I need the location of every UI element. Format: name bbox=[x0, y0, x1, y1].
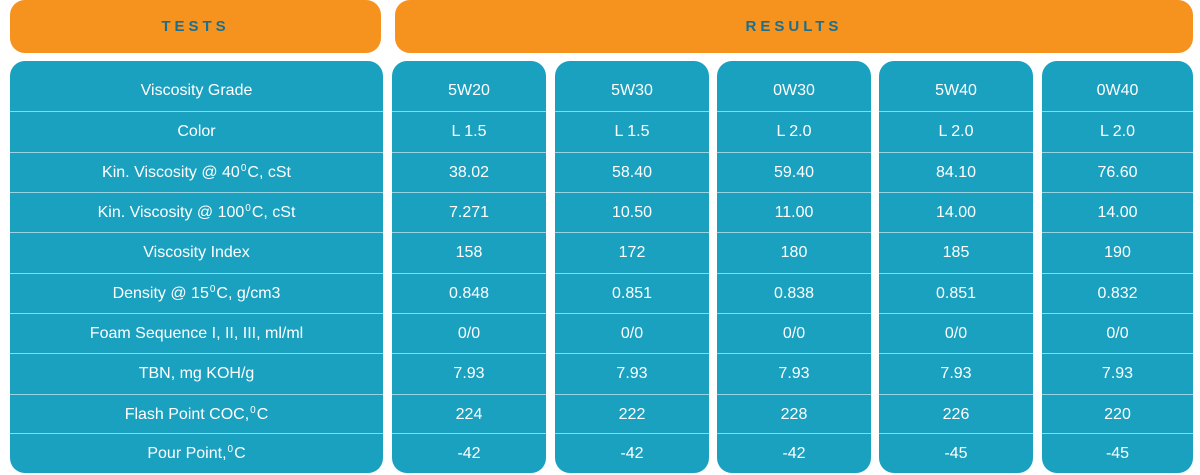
result-cell: 58.40 bbox=[555, 152, 709, 193]
result-cell: 11.00 bbox=[717, 192, 871, 233]
result-cell: 84.10 bbox=[879, 152, 1033, 193]
result-cell: 220 bbox=[1042, 394, 1193, 435]
result-cell: 0.851 bbox=[555, 273, 709, 314]
test-label: Pour Point, 0 C bbox=[10, 433, 383, 473]
result-cell: 0/0 bbox=[717, 313, 871, 354]
test-label: Kin. Viscosity @ 40 0 C, cSt bbox=[10, 152, 383, 193]
result-cell: 5W40 bbox=[935, 82, 977, 99]
tests-column: Viscosity Grade Color Kin. Viscosity @ 40 … bbox=[10, 61, 383, 473]
result-cell: L 2.0 bbox=[1042, 111, 1193, 152]
result-cell: 0.848 bbox=[392, 273, 546, 314]
result-cell: 7.93 bbox=[392, 353, 546, 394]
result-cell: 7.271 bbox=[392, 192, 546, 233]
test-label: Kin. Viscosity @ 100 0 C, cSt bbox=[10, 192, 383, 233]
tests-header: TESTS bbox=[10, 0, 381, 53]
result-cell: 172 bbox=[555, 232, 709, 273]
result-cell: 7.93 bbox=[717, 353, 871, 394]
test-label: TBN, mg KOH/g bbox=[10, 353, 383, 394]
result-cell: -42 bbox=[392, 433, 546, 473]
test-label: Viscosity Grade bbox=[140, 82, 253, 99]
result-cell: 0/0 bbox=[1042, 313, 1193, 354]
result-cell: L 1.5 bbox=[555, 111, 709, 152]
result-cell: 0W30 bbox=[773, 82, 815, 99]
results-header: RESULTS bbox=[395, 0, 1193, 53]
result-cell: 14.00 bbox=[1042, 192, 1193, 233]
result-cell: 0.832 bbox=[1042, 273, 1193, 314]
result-cell: L 2.0 bbox=[717, 111, 871, 152]
results-column-2: 5W30 L 1.5 58.40 10.50 172 0.851 0/0 7.93 222 -42 bbox=[555, 61, 709, 473]
result-cell: 0W40 bbox=[1096, 82, 1139, 99]
result-cell: 185 bbox=[879, 232, 1033, 273]
result-cell: 224 bbox=[392, 394, 546, 435]
result-cell: 7.93 bbox=[1042, 353, 1193, 394]
test-label: Density @ 15 0 C, g/cm3 bbox=[10, 273, 383, 314]
result-cell: 0/0 bbox=[555, 313, 709, 354]
result-cell: 0/0 bbox=[879, 313, 1033, 354]
result-cell: 76.60 bbox=[1042, 152, 1193, 193]
result-cell: 14.00 bbox=[879, 192, 1033, 233]
result-cell: 5W20 bbox=[448, 82, 490, 99]
test-label: Foam Sequence I, II, III, ml/ml bbox=[10, 313, 383, 354]
result-cell: -42 bbox=[555, 433, 709, 473]
results-column-4: 5W40 L 2.0 84.10 14.00 185 0.851 0/0 7.93 226 -45 bbox=[879, 61, 1033, 473]
result-cell: 190 bbox=[1042, 232, 1193, 273]
result-cell: 38.02 bbox=[392, 152, 546, 193]
result-cell: 0.851 bbox=[879, 273, 1033, 314]
result-cell: 7.93 bbox=[555, 353, 709, 394]
result-cell: -42 bbox=[717, 433, 871, 473]
result-cell: -45 bbox=[1042, 433, 1193, 473]
result-cell: 7.93 bbox=[879, 353, 1033, 394]
result-cell: L 2.0 bbox=[879, 111, 1033, 152]
result-cell: 222 bbox=[555, 394, 709, 435]
result-cell: 59.40 bbox=[717, 152, 871, 193]
result-cell: L 1.5 bbox=[392, 111, 546, 152]
results-column-3: 0W30 L 2.0 59.40 11.00 180 0.838 0/0 7.93 228 -42 bbox=[717, 61, 871, 473]
test-label: Viscosity Index bbox=[10, 232, 383, 273]
result-cell: 158 bbox=[392, 232, 546, 273]
results-column-5: 0W40 L 2.0 76.60 14.00 190 0.832 0/0 7.93 220 -45 bbox=[1042, 61, 1193, 473]
result-cell: 228 bbox=[717, 394, 871, 435]
result-cell: 226 bbox=[879, 394, 1033, 435]
result-cell: 5W30 bbox=[611, 82, 653, 99]
results-column-1: 5W20 L 1.5 38.02 7.271 158 0.848 0/0 7.93 224 -42 bbox=[392, 61, 546, 473]
result-cell: 0/0 bbox=[392, 313, 546, 354]
result-cell: 180 bbox=[717, 232, 871, 273]
result-cell: -45 bbox=[879, 433, 1033, 473]
result-cell: 10.50 bbox=[555, 192, 709, 233]
result-cell: 0.838 bbox=[717, 273, 871, 314]
test-label: Color bbox=[10, 111, 383, 152]
